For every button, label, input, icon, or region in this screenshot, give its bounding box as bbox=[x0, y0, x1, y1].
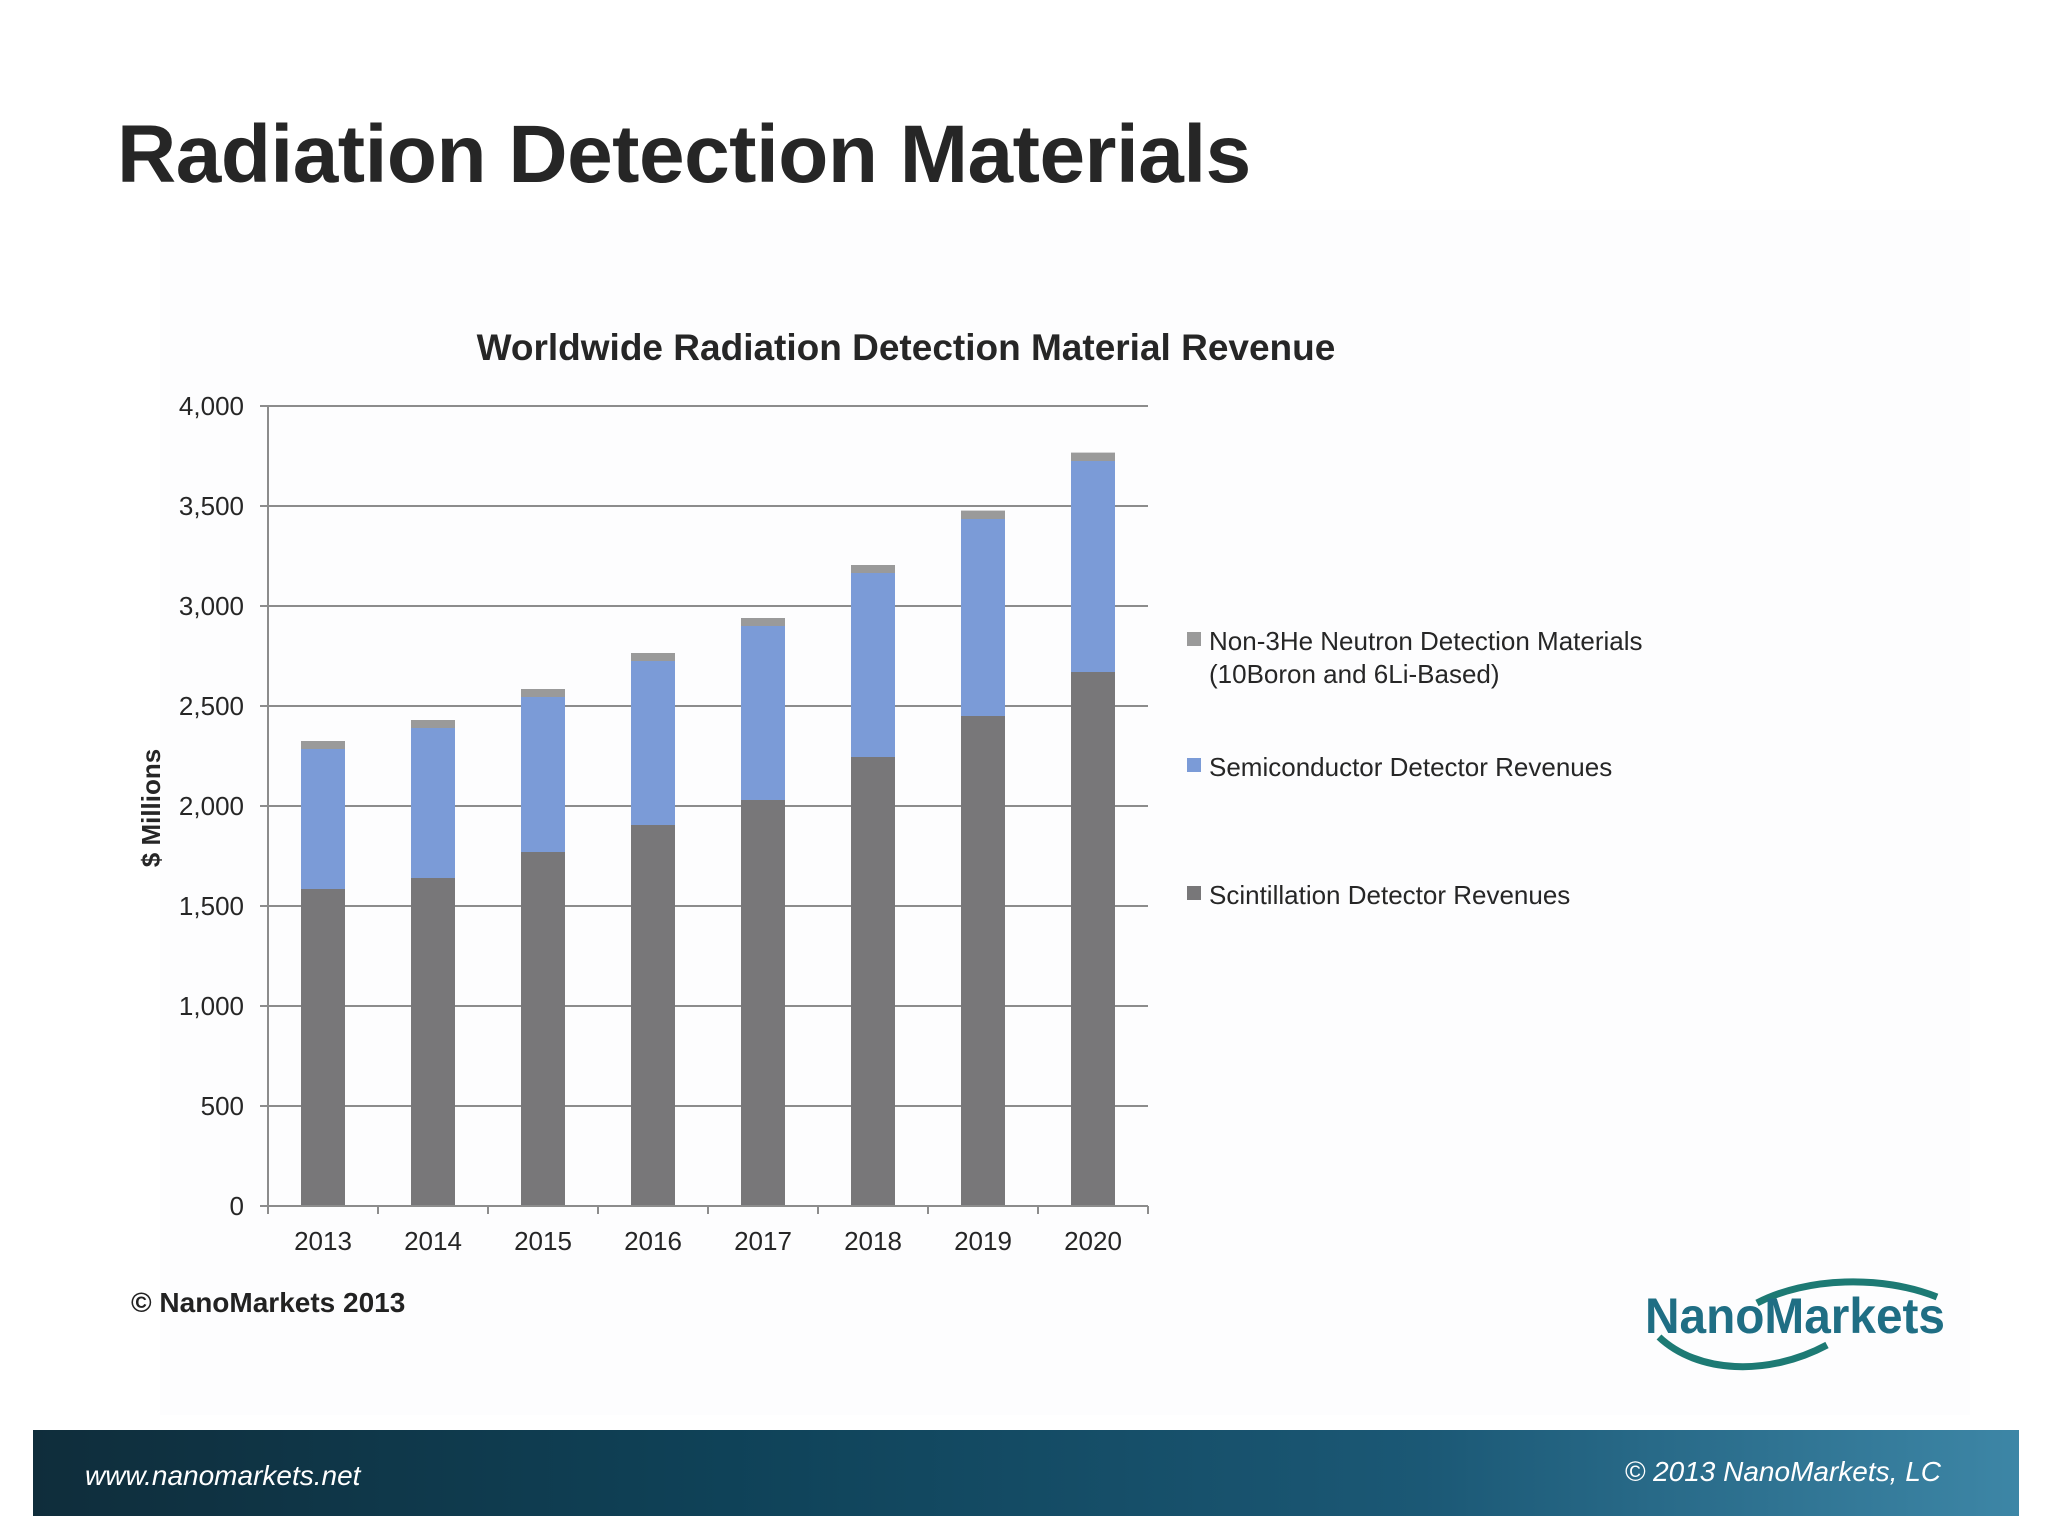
y-tick-label: 3,000 bbox=[179, 591, 244, 621]
x-tick-label: 2014 bbox=[404, 1226, 462, 1256]
bar-segment bbox=[521, 852, 565, 1206]
y-tick-label: 1,000 bbox=[179, 991, 244, 1021]
bar-segment bbox=[1071, 452, 1115, 461]
revenue-chart: Worldwide Radiation Detection Material R… bbox=[136, 327, 1643, 1256]
bar-segment bbox=[1071, 461, 1115, 672]
footer-copyright: © 2013 NanoMarkets, LC bbox=[1624, 1456, 1941, 1487]
slide-title: Radiation Detection Materials bbox=[117, 109, 1251, 200]
gridlines bbox=[268, 405, 1148, 1107]
y-axis-label: $ Millions bbox=[136, 749, 166, 867]
x-tick-label: 2017 bbox=[734, 1226, 792, 1256]
legend-label: Semiconductor Detector Revenues bbox=[1209, 752, 1612, 782]
x-tick-label: 2018 bbox=[844, 1226, 902, 1256]
legend-label: (10Boron and 6Li-Based) bbox=[1209, 659, 1500, 689]
bar-segment bbox=[851, 573, 895, 757]
bar-segment bbox=[851, 565, 895, 573]
logo-swoosh-top bbox=[1755, 1278, 1939, 1307]
bar-segment bbox=[301, 741, 345, 749]
bar-segment bbox=[741, 618, 785, 626]
x-tick-label: 2016 bbox=[624, 1226, 682, 1256]
footer-url-link[interactable]: www.nanomarkets.net bbox=[85, 1460, 361, 1491]
bar-segment bbox=[631, 661, 675, 825]
y-tick-label: 1,500 bbox=[179, 891, 244, 921]
bar-segment bbox=[521, 697, 565, 852]
legend-label: Non-3He Neutron Detection Materials bbox=[1209, 626, 1643, 656]
y-tick-label: 2,000 bbox=[179, 791, 244, 821]
bar-segment bbox=[961, 510, 1005, 519]
logo-swoosh-bottom bbox=[1656, 1334, 1829, 1371]
chart-panel bbox=[160, 210, 1970, 1415]
x-tick-label: 2019 bbox=[954, 1226, 1012, 1256]
logo-wordmark: NanoMarkets bbox=[1645, 1288, 1945, 1344]
nanomarkets-logo: NanoMarkets bbox=[1645, 1278, 1945, 1371]
y-tick-label: 500 bbox=[201, 1091, 244, 1121]
legend: Non-3He Neutron Detection Materials (10B… bbox=[1187, 626, 1643, 910]
x-tick-label: 2020 bbox=[1064, 1226, 1122, 1256]
bar-segment bbox=[741, 626, 785, 800]
legend-swatch bbox=[1187, 886, 1201, 900]
bar-segment bbox=[301, 749, 345, 889]
x-tick-label: 2015 bbox=[514, 1226, 572, 1256]
bar-segment bbox=[961, 716, 1005, 1206]
axes: 0 500 1,000 1,500 2,000 2,500 3,000 3,500 4,000 2… bbox=[179, 391, 1149, 1256]
chart-copyright-note: © NanoMarkets 2013 bbox=[131, 1287, 406, 1318]
bar-segment bbox=[301, 889, 345, 1206]
bar-segment bbox=[411, 878, 455, 1206]
legend-swatch bbox=[1187, 632, 1201, 646]
y-tick-label: 4,000 bbox=[179, 391, 244, 421]
legend-swatch bbox=[1187, 758, 1201, 772]
legend-label: Scintillation Detector Revenues bbox=[1209, 880, 1570, 910]
bar-segment bbox=[961, 519, 1005, 716]
bars bbox=[301, 452, 1115, 1206]
bar-segment bbox=[1071, 672, 1115, 1206]
bar-segment bbox=[631, 653, 675, 661]
x-tick-label: 2013 bbox=[294, 1226, 352, 1256]
bar-segment bbox=[851, 757, 895, 1206]
y-tick-label: 2,500 bbox=[179, 691, 244, 721]
bar-segment bbox=[411, 720, 455, 728]
y-tick-label: 3,500 bbox=[179, 491, 244, 521]
footer-bar: www.nanomarkets.net © 2013 NanoMarkets, … bbox=[33, 1430, 2019, 1516]
bar-segment bbox=[631, 825, 675, 1206]
y-tick-label: 0 bbox=[230, 1191, 244, 1221]
bar-segment bbox=[741, 800, 785, 1206]
bar-segment bbox=[521, 689, 565, 697]
bar-segment bbox=[411, 728, 455, 878]
chart-title: Worldwide Radiation Detection Material R… bbox=[477, 327, 1336, 368]
